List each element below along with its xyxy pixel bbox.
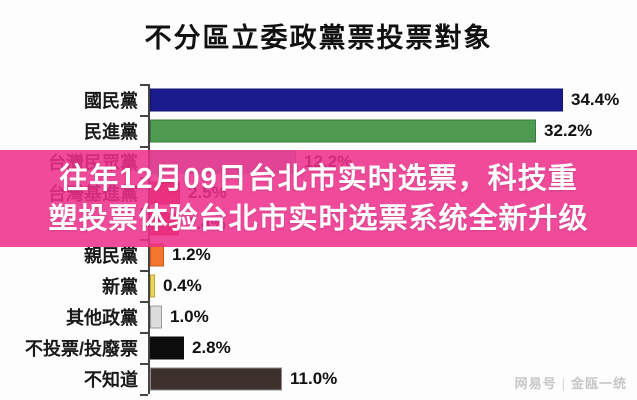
- chart-row: 新黨 0.4%: [0, 270, 637, 301]
- row-label: 不知道: [84, 369, 138, 390]
- banner-headline-line2: 塑投票体验台北市实时选票系统全新升级: [48, 202, 589, 235]
- axis-tick: [140, 115, 148, 117]
- chart-row: 不投票/投廢票 2.8%: [0, 332, 637, 363]
- watermark: 网易号 | 金瓯一统: [515, 373, 627, 392]
- news-headline-banner: 往年12月09日台北市实时选票，科技重 塑投票体验台北市实时选票系统全新升级: [0, 150, 637, 247]
- row-bar: [150, 274, 155, 297]
- row-value: 1.0%: [170, 306, 209, 326]
- axis-tick: [140, 363, 148, 365]
- watermark-account: 金瓯一统: [570, 376, 627, 391]
- row-value: 0.4%: [163, 275, 202, 295]
- watermark-source: 网易号: [514, 376, 557, 391]
- row-bar: [150, 88, 563, 111]
- row-value: 2.8%: [192, 337, 231, 357]
- axis-tick: [140, 84, 148, 86]
- axis-tick: [140, 394, 148, 396]
- row-label: 新黨: [102, 276, 138, 297]
- chart-row: 不知道 11.0%: [0, 363, 637, 394]
- axis-tick: [140, 146, 148, 148]
- chart-row: 親民黨 1.2%: [0, 239, 637, 270]
- row-value: 1.2%: [172, 244, 211, 264]
- row-bar: [150, 367, 282, 390]
- row-value: 11.0%: [290, 368, 338, 388]
- row-label: 民進黨: [84, 121, 138, 142]
- row-label: 國民黨: [84, 90, 138, 111]
- chart-title: 不分區立委政黨票投票對象: [144, 23, 493, 53]
- row-bar: [150, 336, 184, 359]
- axis-tick: [140, 332, 148, 334]
- row-bar: [150, 305, 162, 328]
- row-value: 32.2%: [544, 120, 593, 140]
- chart-row: 其他政黨 1.0%: [0, 301, 637, 332]
- watermark-divider: |: [561, 376, 566, 391]
- chart-row: 國民黨 34.4%: [0, 84, 637, 115]
- chart-row: 民進黨 32.2%: [0, 115, 637, 146]
- row-label: 親民黨: [84, 245, 138, 266]
- row-label: 其他政黨: [66, 307, 138, 328]
- banner-headline-line1: 往年12月09日台北市实时选票，科技重: [59, 162, 578, 195]
- row-value: 34.4%: [571, 89, 620, 109]
- row-label: 不投票/投廢票: [24, 338, 138, 359]
- axis-tick: [140, 270, 148, 272]
- axis-tick: [140, 301, 148, 303]
- row-bar: [150, 119, 536, 142]
